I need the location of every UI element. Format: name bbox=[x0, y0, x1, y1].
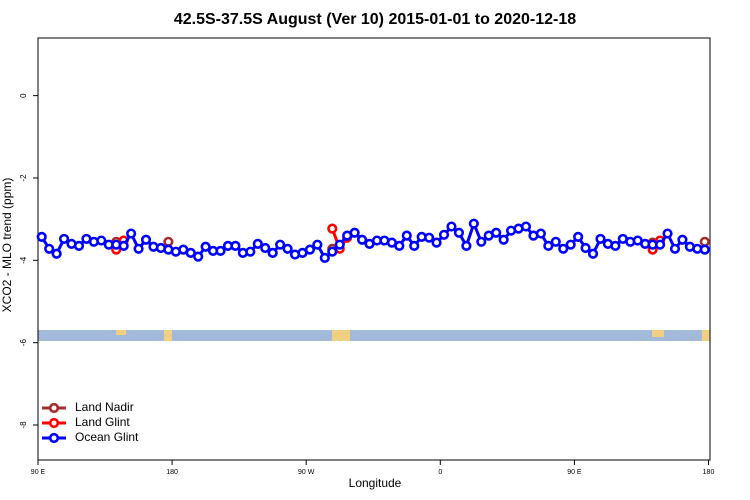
data-point bbox=[245, 246, 256, 257]
data-point bbox=[468, 218, 479, 229]
data-point bbox=[453, 227, 465, 238]
data-point bbox=[461, 240, 472, 252]
data-point bbox=[610, 240, 621, 252]
data-point bbox=[334, 239, 345, 250]
data-point bbox=[58, 233, 70, 245]
ocean-band bbox=[38, 330, 710, 341]
data-point bbox=[327, 246, 338, 257]
data-point bbox=[304, 244, 316, 255]
legend-label: Ocean Glint bbox=[75, 430, 139, 444]
data-point bbox=[319, 252, 330, 263]
data-point bbox=[543, 240, 554, 252]
x-tick-label: 0 bbox=[438, 469, 442, 476]
legend-marker bbox=[48, 432, 60, 444]
data-point bbox=[491, 227, 502, 238]
y-tick-label: -4 bbox=[19, 256, 28, 264]
data-point bbox=[558, 243, 569, 254]
land-patch bbox=[702, 330, 710, 341]
data-point bbox=[565, 239, 576, 250]
data-point bbox=[118, 240, 129, 252]
land-patch bbox=[652, 330, 664, 337]
data-point bbox=[193, 251, 204, 262]
data-point bbox=[163, 236, 174, 247]
data-point bbox=[260, 242, 271, 254]
data-point bbox=[424, 232, 435, 243]
data-point bbox=[349, 227, 360, 238]
data-point bbox=[595, 233, 606, 245]
data-point bbox=[215, 245, 226, 256]
legend-label: Land Glint bbox=[75, 415, 130, 429]
land-patch bbox=[164, 330, 172, 341]
data-point bbox=[275, 239, 286, 250]
y-axis-label: XCO2 - MLO trend (ppm) bbox=[0, 178, 14, 313]
data-point bbox=[73, 240, 85, 252]
data-point bbox=[185, 247, 196, 259]
surface-band bbox=[38, 330, 710, 341]
data-point bbox=[520, 221, 532, 232]
data-point bbox=[200, 241, 211, 252]
legend-marker bbox=[48, 417, 60, 429]
data-point bbox=[669, 243, 681, 254]
data-point bbox=[677, 234, 688, 245]
data-point bbox=[587, 248, 599, 259]
data-point bbox=[140, 234, 152, 245]
x-tick-label: 90 E bbox=[31, 469, 46, 476]
data-point bbox=[312, 239, 323, 250]
x-tick-label: 90 E bbox=[567, 469, 582, 476]
data-point bbox=[438, 229, 450, 240]
data-point bbox=[282, 243, 293, 254]
data-point bbox=[699, 244, 710, 255]
data-point bbox=[498, 234, 509, 245]
legend-label: Land Nadir bbox=[75, 400, 134, 414]
data-point bbox=[446, 221, 457, 232]
land-patch bbox=[332, 330, 350, 341]
data-point bbox=[327, 223, 338, 234]
data-point bbox=[580, 242, 591, 254]
data-point bbox=[409, 240, 420, 252]
data-point bbox=[699, 236, 710, 247]
data-point bbox=[654, 239, 666, 250]
data-point bbox=[573, 231, 584, 242]
x-axis-label: Longitude bbox=[349, 476, 402, 490]
data-point bbox=[431, 237, 442, 248]
data-point bbox=[476, 236, 487, 247]
data-point bbox=[394, 240, 405, 252]
y-tick-label: -2 bbox=[19, 174, 28, 182]
x-tick-label: 90 W bbox=[298, 469, 315, 476]
x-tick-label: 180 bbox=[166, 469, 178, 476]
data-point bbox=[535, 228, 546, 239]
data-point bbox=[51, 248, 62, 259]
legend-marker bbox=[48, 402, 60, 414]
plot-frame bbox=[37, 37, 711, 461]
data-point bbox=[550, 236, 561, 247]
series bbox=[36, 218, 710, 263]
data-point bbox=[133, 243, 144, 254]
data-point bbox=[356, 234, 368, 245]
data-point bbox=[662, 228, 673, 239]
data-point bbox=[126, 228, 137, 239]
data-point bbox=[252, 238, 263, 249]
data-point bbox=[230, 240, 241, 252]
land-patch bbox=[116, 330, 126, 335]
chart-title: 42.5S-37.5S August (Ver 10) 2015-01-01 t… bbox=[174, 11, 576, 28]
y-tick-label: 0 bbox=[19, 93, 28, 98]
data-point bbox=[267, 247, 278, 259]
data-point bbox=[96, 235, 107, 246]
x-tick-label: 180 bbox=[703, 469, 715, 476]
y-tick-label: -8 bbox=[19, 421, 28, 429]
data-point bbox=[44, 243, 55, 254]
data-point bbox=[401, 230, 412, 241]
y-tick-label: -6 bbox=[19, 339, 28, 347]
data-point bbox=[36, 231, 47, 242]
